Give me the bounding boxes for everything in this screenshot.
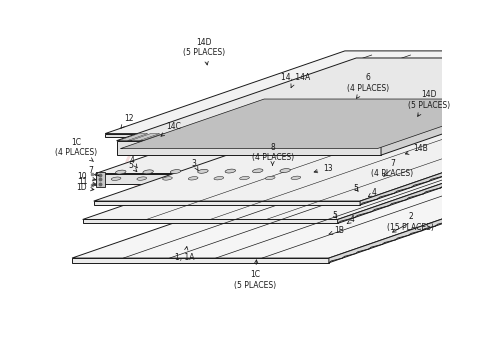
Polygon shape: [323, 134, 352, 141]
Text: 1C
(5 PLACES): 1C (5 PLACES): [234, 260, 276, 290]
Polygon shape: [370, 91, 491, 184]
Polygon shape: [190, 134, 220, 141]
Polygon shape: [238, 134, 268, 141]
Polygon shape: [116, 58, 491, 141]
Polygon shape: [360, 118, 491, 205]
Polygon shape: [116, 141, 381, 155]
Polygon shape: [166, 134, 196, 141]
Text: 7
(4 PLACES): 7 (4 PLACES): [371, 159, 413, 178]
Polygon shape: [226, 134, 256, 141]
Text: 1, 1A: 1, 1A: [175, 247, 195, 262]
Polygon shape: [96, 172, 105, 187]
Text: 1B: 1B: [329, 226, 345, 235]
Polygon shape: [105, 134, 364, 137]
Polygon shape: [274, 134, 304, 141]
Ellipse shape: [291, 176, 300, 179]
Text: SPECIALISTS: SPECIALISTS: [171, 166, 279, 181]
Ellipse shape: [137, 177, 147, 180]
Text: 14C: 14C: [161, 122, 181, 136]
Polygon shape: [120, 99, 491, 149]
Text: 7: 7: [88, 166, 99, 176]
Text: 4: 4: [129, 156, 137, 168]
Polygon shape: [358, 134, 388, 141]
Text: 14, 14A: 14, 14A: [281, 73, 310, 88]
Text: 1D: 1D: [76, 183, 94, 192]
Polygon shape: [214, 134, 244, 141]
Text: 3: 3: [191, 159, 198, 170]
Polygon shape: [310, 134, 340, 141]
Polygon shape: [286, 134, 316, 141]
Text: 5: 5: [354, 184, 359, 193]
Polygon shape: [154, 134, 184, 141]
Polygon shape: [94, 118, 491, 201]
Text: 1C
(4 PLACES): 1C (4 PLACES): [55, 137, 97, 162]
Ellipse shape: [115, 170, 126, 174]
Polygon shape: [96, 91, 491, 174]
Text: EQUIPMEN: EQUIPMEN: [167, 151, 283, 170]
Polygon shape: [82, 220, 338, 223]
Text: 5: 5: [332, 211, 337, 220]
Polygon shape: [364, 51, 491, 137]
Text: 8
(4 PLACES): 8 (4 PLACES): [251, 143, 294, 165]
Polygon shape: [347, 134, 376, 141]
Polygon shape: [202, 134, 232, 141]
Text: 12: 12: [121, 114, 134, 128]
Polygon shape: [118, 134, 148, 141]
Polygon shape: [96, 174, 370, 184]
Text: 2
(15 PLACES): 2 (15 PLACES): [387, 212, 434, 232]
Ellipse shape: [265, 176, 275, 180]
Ellipse shape: [111, 177, 121, 180]
Polygon shape: [105, 51, 491, 134]
Polygon shape: [329, 175, 491, 263]
Polygon shape: [72, 258, 329, 263]
Polygon shape: [178, 134, 208, 141]
Polygon shape: [381, 58, 491, 155]
Ellipse shape: [143, 170, 153, 174]
Polygon shape: [72, 175, 491, 258]
Text: 4: 4: [347, 216, 355, 224]
Text: 6
(4 PLACES): 6 (4 PLACES): [347, 73, 389, 98]
Polygon shape: [142, 134, 172, 141]
Polygon shape: [130, 134, 160, 141]
Text: 10: 10: [78, 173, 96, 181]
Polygon shape: [250, 134, 280, 141]
Ellipse shape: [214, 177, 224, 180]
Ellipse shape: [280, 168, 290, 173]
Ellipse shape: [240, 176, 249, 180]
Ellipse shape: [170, 169, 181, 174]
Polygon shape: [338, 137, 491, 223]
Text: 13: 13: [314, 164, 333, 173]
Polygon shape: [262, 134, 292, 141]
Text: 4: 4: [368, 188, 377, 197]
Polygon shape: [371, 134, 400, 141]
Ellipse shape: [225, 169, 236, 173]
Text: 14D
(5 PLACES): 14D (5 PLACES): [183, 38, 225, 65]
Text: 5: 5: [128, 161, 137, 172]
Ellipse shape: [188, 177, 198, 180]
Ellipse shape: [252, 169, 263, 173]
Ellipse shape: [198, 169, 208, 173]
Text: 11: 11: [78, 177, 96, 187]
Text: 14D
(5 PLACES): 14D (5 PLACES): [408, 90, 450, 116]
Ellipse shape: [163, 177, 172, 180]
Polygon shape: [82, 137, 491, 220]
Polygon shape: [299, 134, 328, 141]
Polygon shape: [94, 201, 360, 205]
Polygon shape: [334, 134, 364, 141]
Text: 14B: 14B: [406, 144, 428, 154]
